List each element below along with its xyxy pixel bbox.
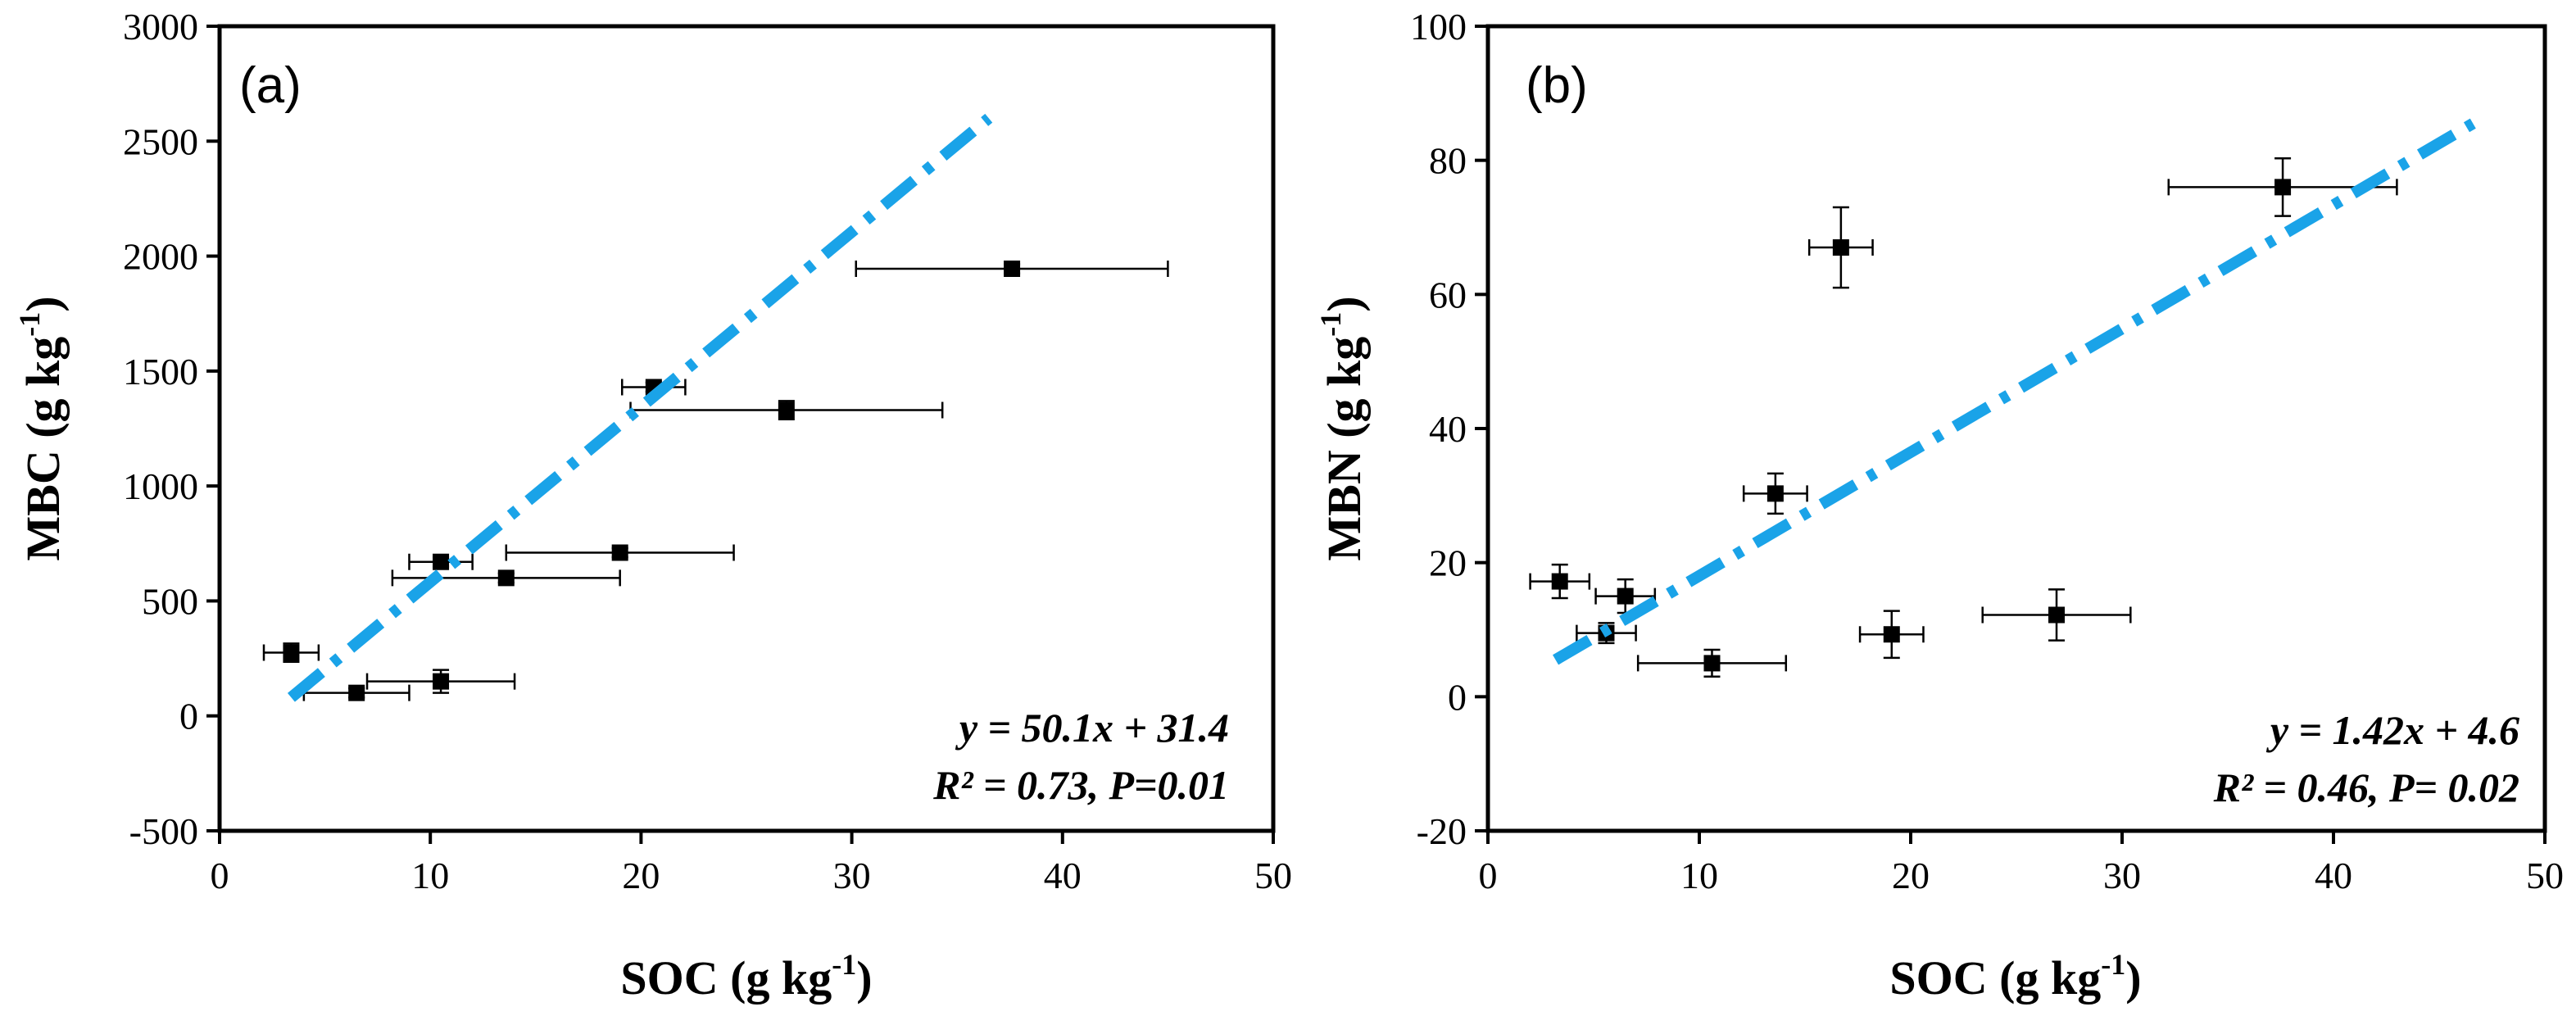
- panel-a-x-tick-label: 20: [622, 855, 660, 896]
- panel-b-marks: 0 10 20 30 40 50 -20 0 20 40 60 80 100: [1410, 6, 2564, 896]
- panel-a-y-tick-label: -500: [129, 810, 198, 852]
- panel-b-y-tick-label: 80: [1429, 140, 1467, 182]
- panel-b-frame: [1485, 24, 2547, 833]
- panel-a-marker: [433, 673, 450, 690]
- panel-b-x-tick-label: 20: [1892, 855, 1930, 896]
- panel-a-x-axis-title: SOC (g kg-1): [620, 948, 872, 1005]
- panel-b-y-tick-label: 40: [1429, 408, 1467, 450]
- panel-b-marker: [2048, 606, 2066, 624]
- panel-b-x-tick-label: 10: [1680, 855, 1718, 896]
- panel-a-x-tick-label: 0: [211, 855, 229, 896]
- panel-a-marker: [497, 569, 515, 587]
- panel-a-marker: [433, 553, 450, 570]
- panel-a-marker: [611, 544, 628, 561]
- panel-b-x-axis-title: SOC (g kg-1): [1889, 948, 2141, 1005]
- panel-a: 0 10 20 30 40 50-500050010001500200025003000 …: [13, 6, 1292, 1005]
- panel-b-label: (b): [1526, 57, 1588, 114]
- panel-a-point: [505, 544, 735, 561]
- panel-a-y-tick-label: 2500: [123, 120, 198, 162]
- panel-b-y-tick-label: 100: [1410, 6, 1467, 48]
- panel-a-marker: [778, 401, 795, 419]
- panel-b-y-tick-label: 60: [1429, 274, 1467, 315]
- panel-b-point: [1529, 563, 1591, 600]
- panel-b-marker: [1883, 626, 1900, 643]
- panel-b-stats: R² = 0.46, P= 0.02: [2213, 764, 2519, 810]
- panel-a-y-tick-label: 2000: [123, 236, 198, 278]
- panel-b-point: [2167, 156, 2398, 217]
- panel-a-equation: y = 50.1x + 31.4: [955, 705, 1229, 751]
- panel-a-point: [629, 400, 944, 421]
- panel-a-label: (a): [239, 57, 302, 114]
- panel-a-point: [365, 669, 516, 694]
- panel-b-point: [1981, 588, 2132, 642]
- panel-b-fit-line: [1553, 118, 2476, 665]
- panel-a-y-tick-label: 0: [179, 696, 198, 737]
- panel-a-x-tick-label: 40: [1044, 855, 1082, 896]
- panel-b-point: [1742, 472, 1808, 515]
- panel-a-frame: [217, 24, 1276, 833]
- panel-b-y-tick-label: 20: [1429, 542, 1467, 584]
- panel-b-point: [1858, 610, 1925, 660]
- panel-b-point: [1636, 648, 1788, 678]
- panel-b-x-tick-label: 30: [2103, 855, 2141, 896]
- panel-b-x-tick-label: 40: [2315, 855, 2352, 896]
- panel-a-point: [302, 684, 410, 701]
- panel-a-y-axis-title: MBC (g kg-1): [13, 296, 70, 560]
- panel-b-y-axis-title: MBN (g kg-1): [1314, 296, 1371, 560]
- panel-b-marker: [1551, 573, 1568, 590]
- panel-a-y-tick-label: 1000: [123, 465, 198, 507]
- panel-b-x-tick-label: 50: [2526, 855, 2564, 896]
- panel-a-point: [262, 642, 320, 664]
- panel-b-marker: [1617, 587, 1634, 605]
- panel-b-point: [1807, 206, 1874, 289]
- panel-a-fit-line: [287, 113, 993, 702]
- panel-b-marker: [2274, 179, 2292, 196]
- panel-b-marker: [1703, 655, 1721, 672]
- panel-b-x-tick-label: 0: [1479, 855, 1498, 896]
- panel-b-marker: [1832, 239, 1849, 256]
- panel-a-marks: 0 10 20 30 40 50 -500 0 500 1000 1500 2000 2500 3000: [123, 6, 1292, 896]
- panel-b-equation: y = 1.42x + 4.6: [2266, 707, 2519, 753]
- panel-a-y-tick-label: 1500: [123, 351, 198, 392]
- panel-a-x-tick-label: 30: [833, 855, 871, 896]
- panel-a-x-tick-label: 10: [411, 855, 449, 896]
- panel-b-y-tick-label: 0: [1448, 676, 1467, 718]
- panel-a-point: [391, 569, 621, 587]
- panel-a-marker: [1004, 261, 1021, 278]
- panel-a-y-tick-label: 500: [142, 580, 198, 622]
- panel-a-y-tick-label: 3000: [123, 6, 198, 48]
- panel-a-x-tick-label: 50: [1254, 855, 1292, 896]
- panel-a-marker: [348, 684, 365, 701]
- panel-a-stats: R² = 0.73, P=0.01: [932, 762, 1229, 808]
- panel-b-y-tick-label: -20: [1417, 810, 1467, 852]
- panel-a-point: [408, 553, 474, 570]
- panel-b: 0 10 20 30 40 50 -20 0 20 40 60 80 100 (b) y = 1.42x…: [1314, 6, 2564, 1005]
- panel-a-marker: [283, 644, 300, 661]
- panel-b-marker: [1766, 485, 1784, 502]
- panel-a-point: [855, 261, 1169, 278]
- panel-b-point: [1594, 578, 1657, 615]
